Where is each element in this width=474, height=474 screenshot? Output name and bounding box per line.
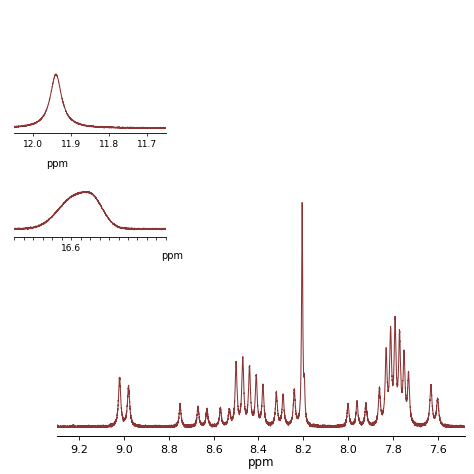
Text: 16.6: 16.6 <box>61 244 81 253</box>
X-axis label: ppm: ppm <box>247 456 274 469</box>
X-axis label: ppm: ppm <box>46 159 68 169</box>
Text: ppm: ppm <box>161 252 183 262</box>
